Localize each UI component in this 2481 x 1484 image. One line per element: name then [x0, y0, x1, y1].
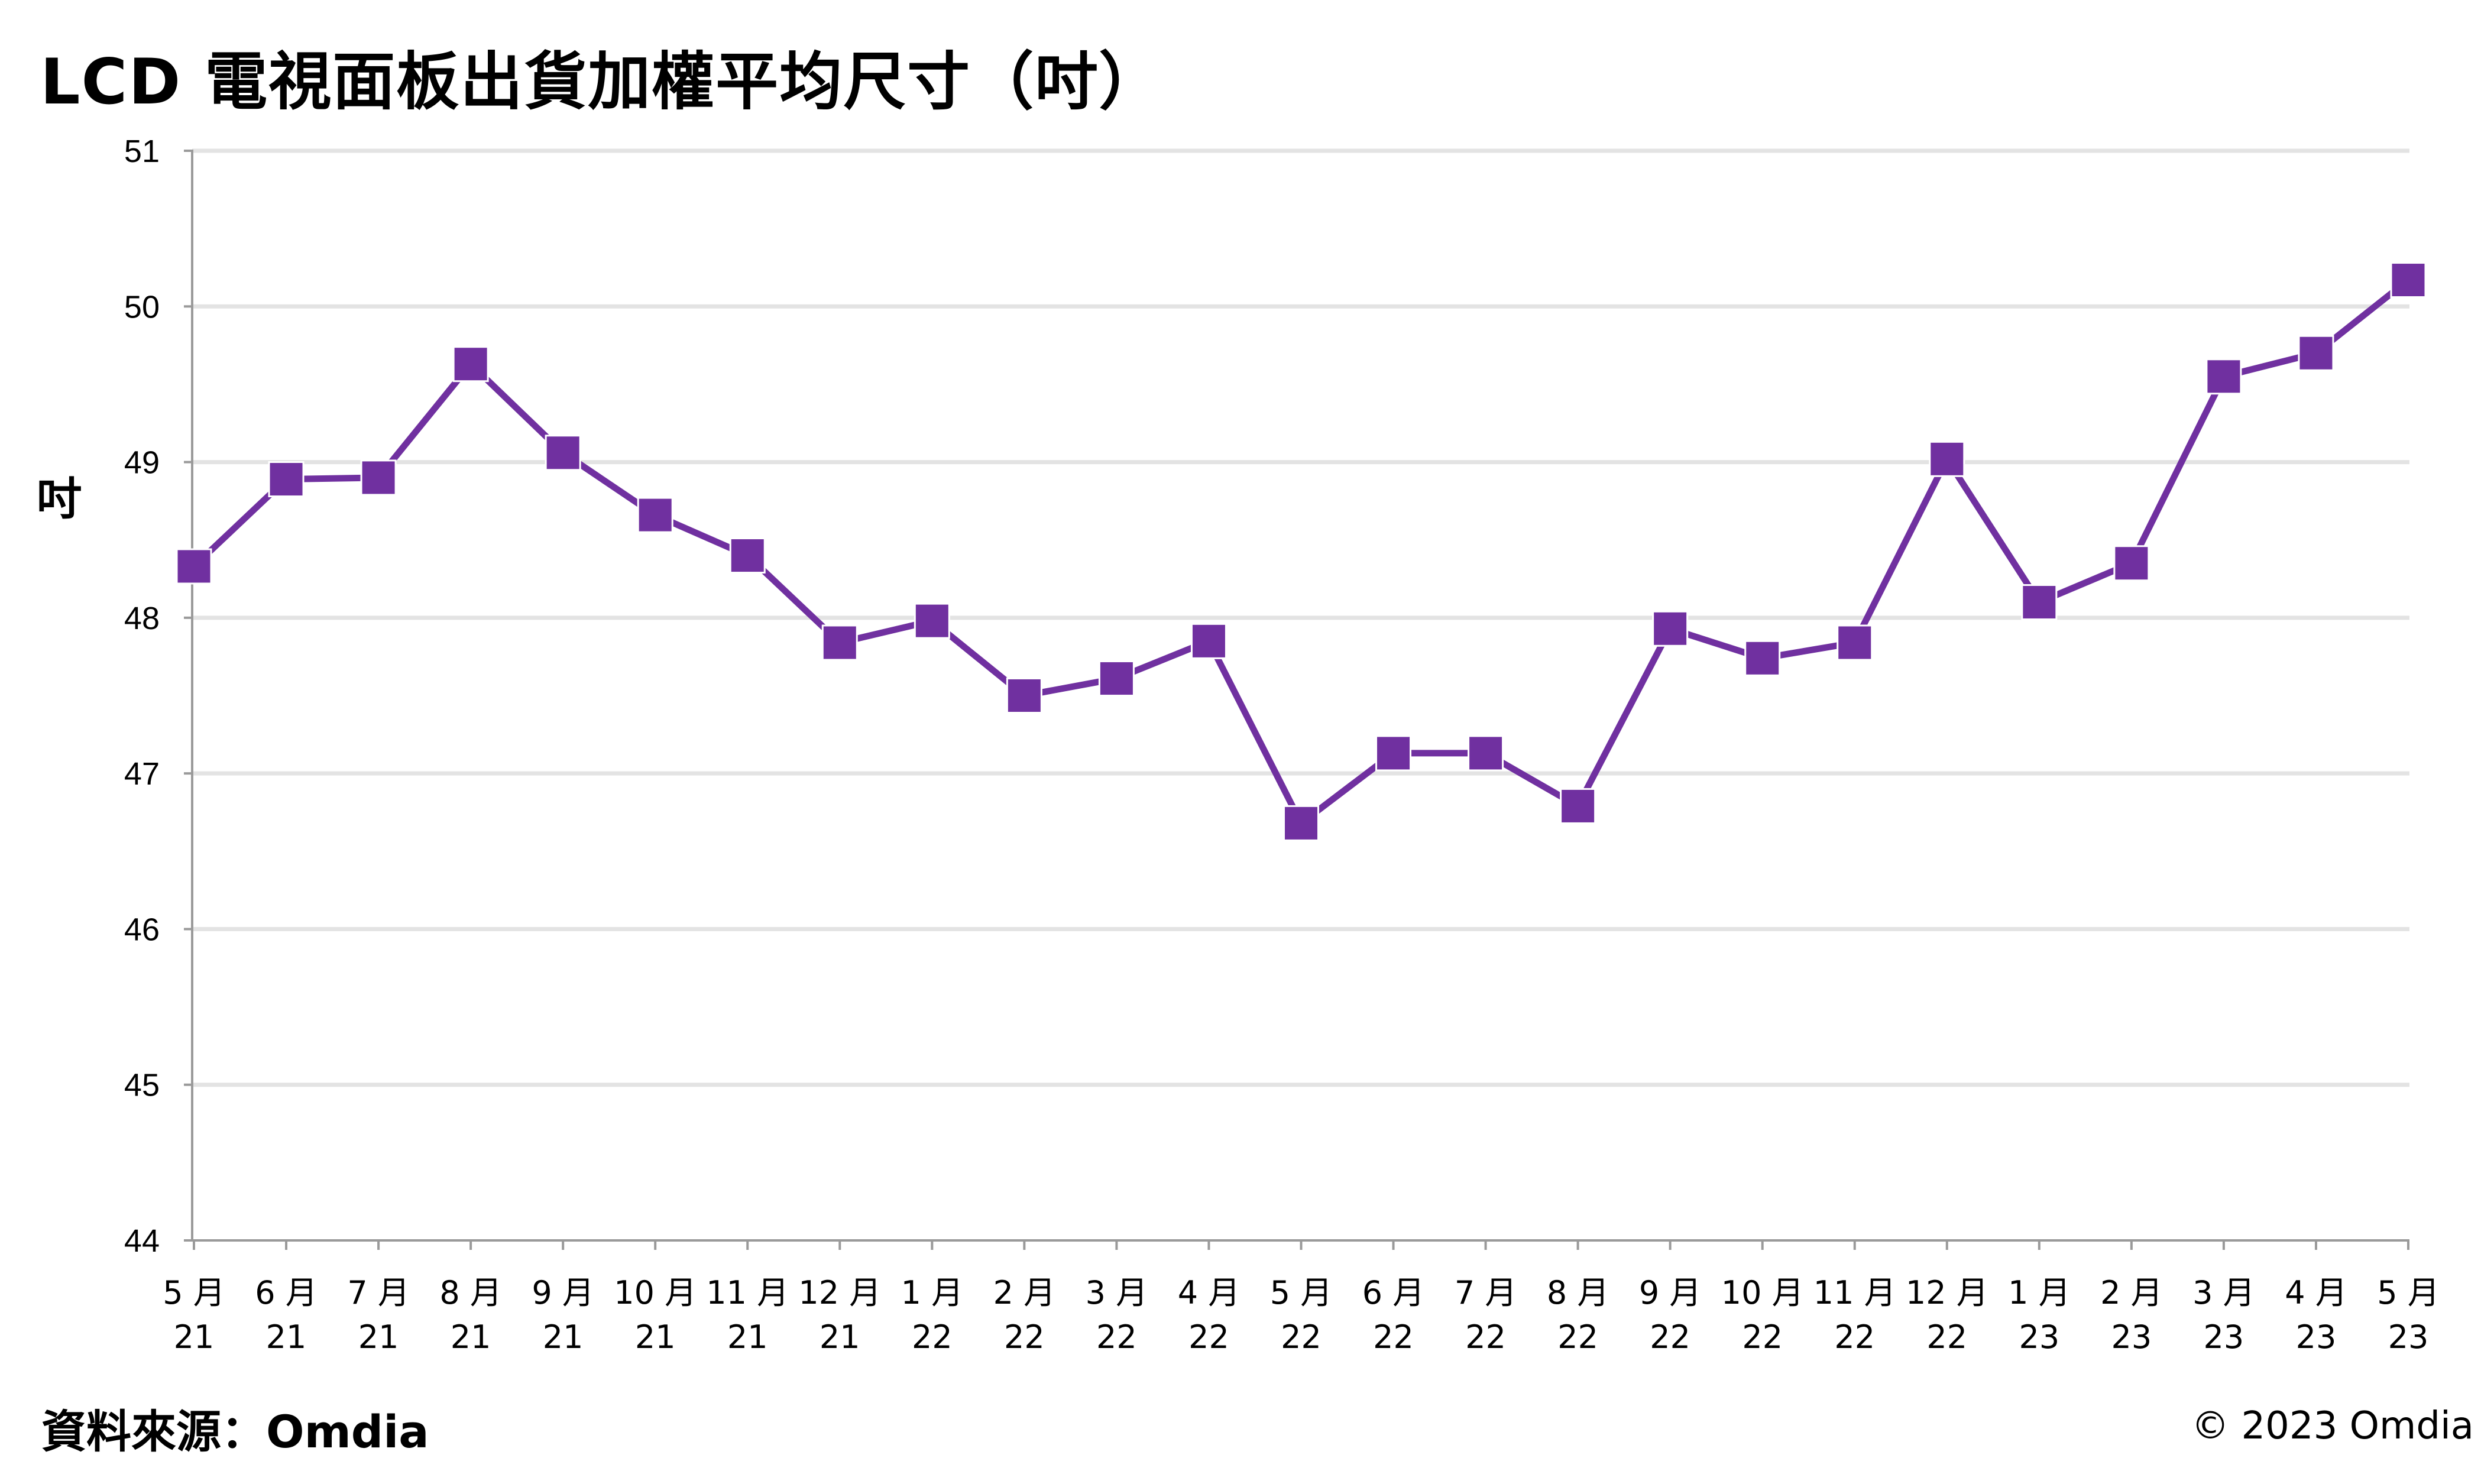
x-tick-labels: 5 月 21 6 月 21 7 月 21 8 月 21 9 月 21 10 月 21 11 月 21 12 …: [163, 1274, 2440, 1356]
data-point-marker: [176, 548, 212, 585]
x-tick-label-month: 12 月: [798, 1274, 881, 1311]
x-tick-label-year: 21: [635, 1318, 676, 1356]
data-point-marker: [2298, 335, 2334, 371]
x-tick-label-month: 9 月: [1639, 1274, 1702, 1311]
data-point-marker: [1190, 623, 1227, 659]
x-tick-label-year: 21: [451, 1318, 491, 1356]
x-tick-label-year: 22: [1557, 1318, 1598, 1356]
y-tick-label: 45: [124, 1068, 160, 1103]
x-tick-label-year: 22: [1465, 1318, 1506, 1356]
x-tick-label-month: 6 月: [1362, 1274, 1425, 1311]
y-tick-label: 50: [124, 289, 160, 325]
source-note: 資料來源：Omdia: [41, 1405, 429, 1458]
data-point-marker: [1468, 735, 1504, 772]
data-point-marker: [1744, 640, 1781, 676]
data-point-marker: [1375, 735, 1412, 772]
x-tick-label-year: 21: [820, 1318, 860, 1356]
x-tick-label-month: 2 月: [2100, 1274, 2163, 1311]
y-axis-label: 吋: [37, 472, 82, 525]
x-tick-label-month: 5 月: [1270, 1274, 1333, 1311]
data-point-marker: [360, 459, 397, 496]
x-tick-label-month: 8 月: [439, 1274, 502, 1311]
y-tick-label: 51: [124, 134, 160, 169]
x-tick-label-year: 22: [1281, 1318, 1322, 1356]
data-point-marker: [2113, 545, 2150, 582]
data-point-marker: [1098, 660, 1135, 697]
x-tick-label-month: 5 月: [2377, 1274, 2440, 1311]
x-tick-label-month: 7 月: [1455, 1274, 1517, 1311]
x-tick-label-year: 21: [174, 1318, 215, 1356]
x-tick-label-month: 5 月: [163, 1274, 225, 1311]
x-tick-label-month: 2 月: [993, 1274, 1056, 1311]
x-tick-label-year: 22: [1373, 1318, 1414, 1356]
x-tick-label-year: 21: [266, 1318, 307, 1356]
chart-title: LCD 電視面板出貨加權平均尺寸（吋）: [40, 46, 1163, 118]
x-tick-label-year: 23: [2111, 1318, 2152, 1356]
x-tick-label-month: 4 月: [1178, 1274, 1240, 1311]
x-tick-label-year: 22: [1650, 1318, 1690, 1356]
x-tick-label-month: 7 月: [347, 1274, 410, 1311]
y-tick-label: 48: [124, 601, 160, 636]
x-tick-label-year: 22: [1742, 1318, 1783, 1356]
x-tick-label-year: 22: [1096, 1318, 1137, 1356]
data-point-marker: [1837, 624, 1873, 661]
data-point-marker: [914, 602, 950, 639]
x-tick-label-year: 23: [2296, 1318, 2337, 1356]
x-tick-label-year: 22: [912, 1318, 953, 1356]
data-point-marker: [1929, 440, 1965, 477]
data-point-marker: [1652, 610, 1689, 647]
y-tick-label: 46: [124, 912, 160, 947]
data-point-marker: [2390, 262, 2427, 299]
x-tick-label-month: 12 月: [1906, 1274, 1988, 1311]
x-tick-label-month: 11 月: [1813, 1274, 1896, 1311]
data-point-marker: [452, 346, 489, 383]
y-tick-label: 44: [124, 1223, 160, 1259]
data-point-marker: [1560, 788, 1596, 824]
x-tick-label-year: 21: [358, 1318, 399, 1356]
x-tick-label-year: 23: [2204, 1318, 2244, 1356]
data-point-marker: [1006, 678, 1042, 714]
x-tick-label-month: 10 月: [1721, 1274, 1804, 1311]
x-tick-label-year: 22: [1834, 1318, 1875, 1356]
x-tick-label-month: 3 月: [1086, 1274, 1148, 1311]
series-line: [192, 277, 2411, 827]
x-tick-label-month: 8 月: [1547, 1274, 1609, 1311]
x-tick-label-month: 6 月: [255, 1274, 318, 1311]
data-point-marker: [545, 435, 581, 471]
data-point-marker: [637, 497, 673, 533]
x-tick-label-month: 3 月: [2192, 1274, 2255, 1311]
x-tick-label-month: 1 月: [2008, 1274, 2071, 1311]
y-tick-labels: 44 45 46 47 48 49 50 51: [124, 134, 160, 1259]
data-point-marker: [268, 461, 305, 498]
copyright-notice: © 2023 Omdia: [2191, 1404, 2474, 1448]
x-tick-label-year: 21: [727, 1318, 768, 1356]
x-tick-label-year: 22: [1188, 1318, 1229, 1356]
data-point-marker: [1283, 805, 1319, 841]
x-tick-label-month: 10 月: [614, 1274, 697, 1311]
data-point-marker: [729, 537, 766, 574]
axes: [184, 150, 2409, 1250]
x-tick-label-year: 23: [2019, 1318, 2059, 1356]
x-tick-label-year: 23: [2388, 1318, 2429, 1356]
x-tick-label-year: 22: [1926, 1318, 1967, 1356]
gridlines: [192, 148, 2409, 1087]
x-tick-label-month: 1 月: [901, 1274, 964, 1311]
data-point-marker: [2205, 358, 2242, 395]
y-tick-label: 47: [124, 756, 160, 792]
x-tick-label-month: 4 月: [2285, 1274, 2347, 1311]
x-tick-label-year: 22: [1004, 1318, 1045, 1356]
y-tick-label: 49: [124, 445, 160, 481]
x-tick-label-year: 21: [543, 1318, 584, 1356]
data-point-marker: [821, 624, 858, 661]
x-tick-label-month: 11 月: [706, 1274, 789, 1311]
x-tick-label-month: 9 月: [532, 1274, 594, 1311]
data-point-marker: [2021, 584, 2058, 621]
series-layer: [176, 262, 2427, 841]
